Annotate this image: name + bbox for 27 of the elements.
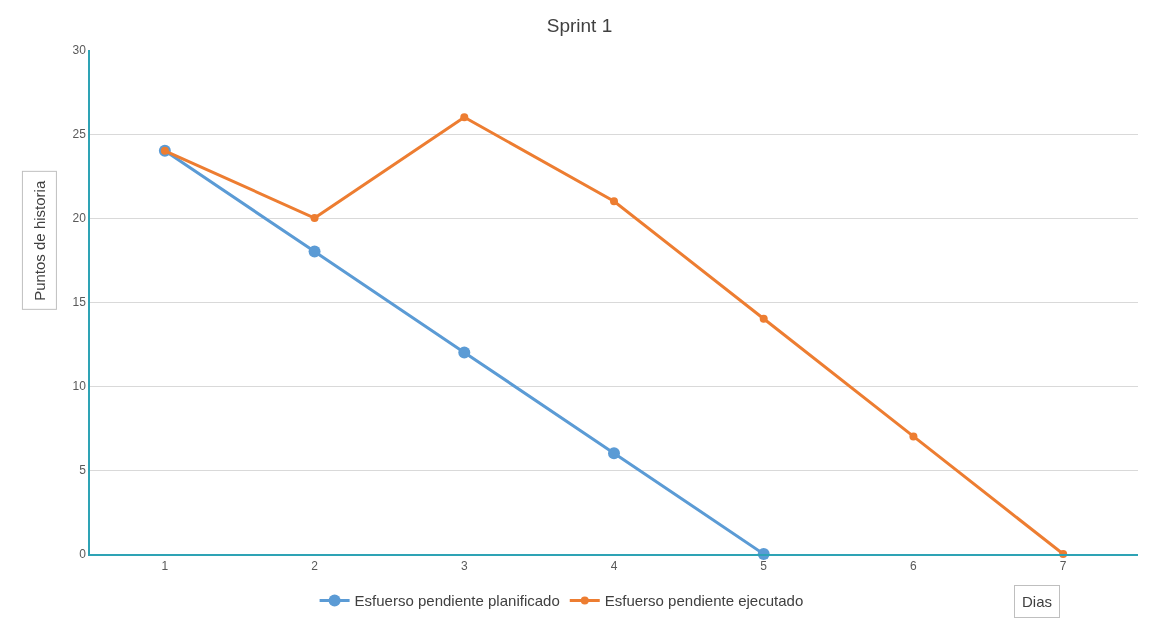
point <box>610 197 618 206</box>
point <box>759 314 768 323</box>
x-tick-label: 4 <box>610 559 618 574</box>
y-axis-title: Puntos de historia <box>30 180 48 301</box>
x-axis-title: Dias <box>1022 593 1053 610</box>
x-tick-label: 7 <box>1059 559 1067 574</box>
point <box>909 432 918 441</box>
legend-label: Esfuerso pendiente ejecutado <box>604 592 804 610</box>
y-tick-label: 15 <box>72 295 87 310</box>
y-tick-label: 0 <box>79 547 87 562</box>
point <box>460 113 469 122</box>
point <box>310 214 319 222</box>
chart-title: Sprint 1 <box>546 15 613 37</box>
x-tick-label: 6 <box>910 559 918 574</box>
y-tick-label: 25 <box>72 127 87 142</box>
y-tick-label: 30 <box>72 43 87 58</box>
x-tick-label: 5 <box>760 559 768 574</box>
y-tick-label: 5 <box>79 463 87 478</box>
y-tick-label: 20 <box>72 211 87 226</box>
point <box>458 346 471 359</box>
legend-label: Esfuerso pendiente planificado <box>354 592 560 610</box>
x-tick-label: 2 <box>311 559 319 574</box>
point <box>308 245 321 258</box>
point <box>608 447 620 460</box>
x-tick-label: 1 <box>161 559 169 574</box>
y-tick-label: 10 <box>72 379 87 394</box>
x-tick-label: 3 <box>460 559 468 574</box>
